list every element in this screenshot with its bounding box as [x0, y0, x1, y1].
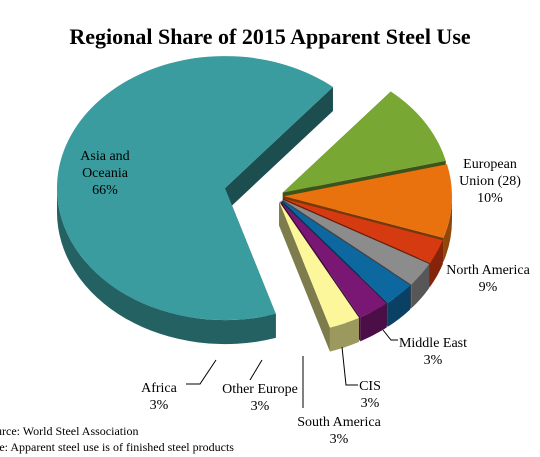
slice-side-africa	[279, 201, 330, 352]
leader-line	[341, 346, 358, 386]
slice-side-north-america	[443, 196, 452, 262]
data-label-middle-east: Middle East 3%	[398, 336, 468, 368]
data-label-other-europe: Other Europe 3%	[222, 382, 298, 414]
slice-side-africa	[329, 317, 360, 352]
leader-line	[186, 359, 217, 385]
slice-cis	[282, 199, 430, 285]
slice-side-middle-east	[429, 240, 443, 287]
slice-middle-east	[283, 198, 443, 263]
slice-africa	[279, 201, 360, 328]
data-label-north-america: North America 9%	[446, 263, 530, 295]
data-label-cis: CIS 3%	[359, 379, 381, 411]
slice-european-union-28	[282, 91, 446, 193]
data-label-european-union-28: European Union (28) 10%	[459, 157, 521, 206]
leader-line	[382, 329, 398, 341]
chart-title: Regional Share of 2015 Apparent Steel Us…	[69, 24, 471, 49]
slice-south-america	[281, 200, 411, 303]
slice-side-other-europe	[360, 303, 387, 342]
footnote: te: Apparent steel use is of finished st…	[0, 440, 234, 454]
data-label-asia-and-oceania: Asia and Oceania 66%	[80, 149, 130, 198]
slice-north-america	[283, 164, 452, 238]
slice-side-asia-and-oceania	[56, 188, 276, 345]
slice-side-asia-and-oceania	[224, 86, 333, 213]
leader-line	[249, 359, 263, 381]
data-label-africa: Africa 3%	[141, 381, 177, 413]
slice-asia-and-oceania	[56, 56, 333, 321]
slice-side-south-america	[387, 285, 411, 327]
slice-side-cis	[411, 263, 430, 309]
source-note: urce: World Steel Association	[0, 424, 139, 438]
slice-other-europe	[280, 201, 387, 318]
data-label-south-america: South America 3%	[297, 415, 381, 447]
